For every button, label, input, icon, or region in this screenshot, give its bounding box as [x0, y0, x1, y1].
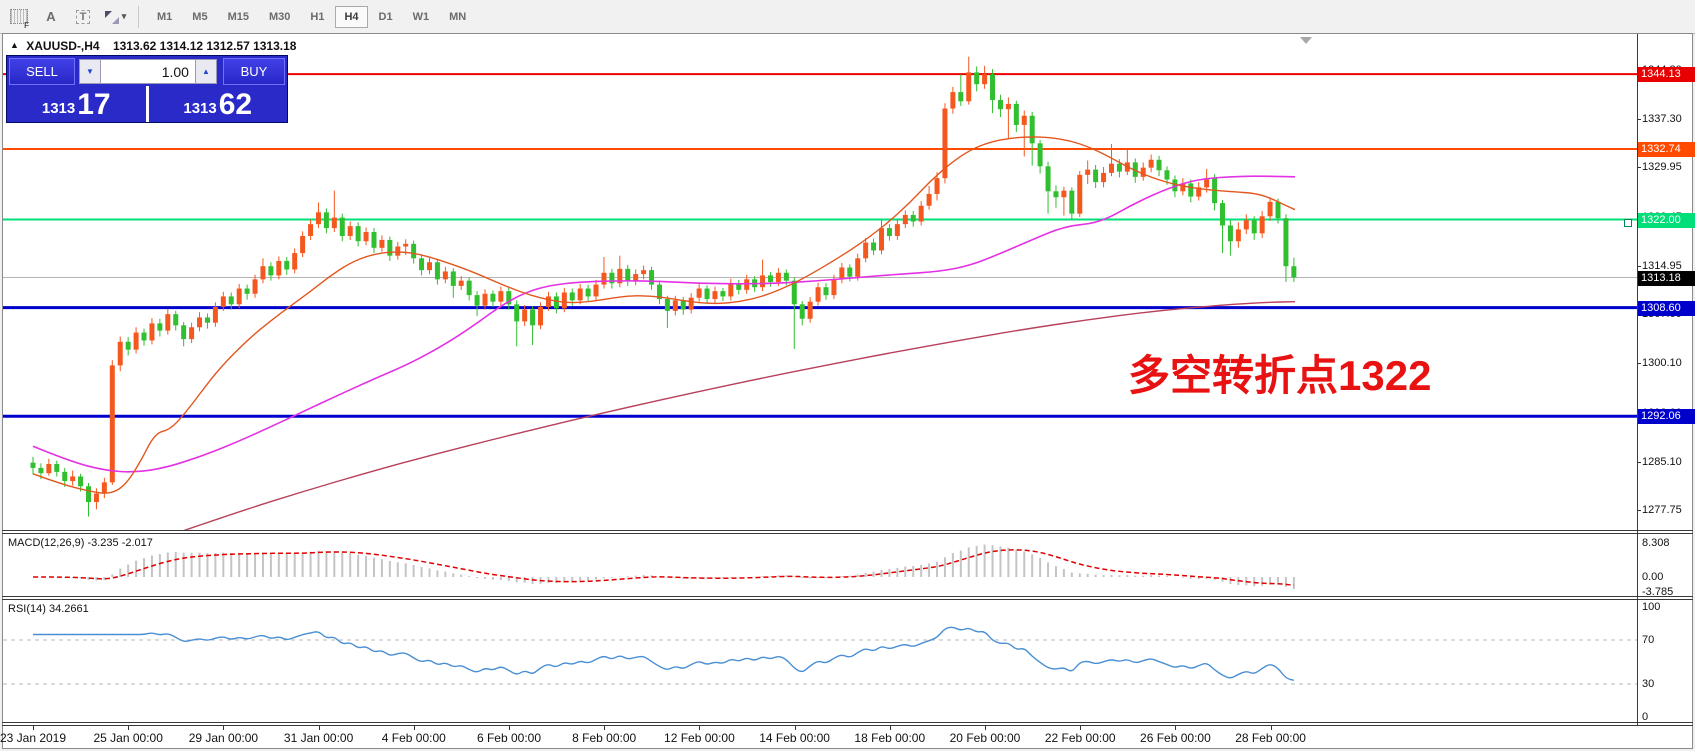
price-badge: 1322.00	[1638, 212, 1695, 228]
price-tick-label: 1337.30	[1642, 113, 1682, 126]
time-tick-label: 20 Feb 00:00	[949, 731, 1021, 745]
time-tick-mark	[318, 726, 320, 730]
time-tick-label: 4 Feb 00:00	[381, 731, 446, 745]
time-tick-label: 25 Jan 00:00	[93, 731, 163, 745]
time-tick-mark	[794, 726, 796, 730]
time-tick-mark	[128, 726, 130, 730]
timeframe-button-w1[interactable]: W1	[412, 10, 430, 23]
time-tick-label: 22 Feb 00:00	[1044, 731, 1116, 745]
rsi-tick-label: 0	[1642, 711, 1649, 723]
time-tick-label: 6 Feb 00:00	[476, 731, 542, 745]
rsi-tick-label: 100	[1642, 601, 1661, 613]
rsi-label: RSI(14) 34.2661	[8, 603, 89, 615]
price-tick-label: 1277.75	[1642, 504, 1682, 517]
time-tick-label: 14 Feb 00:00	[759, 731, 830, 745]
time-tick-mark	[223, 726, 225, 730]
time-tick-label: 28 Feb 00:00	[1235, 731, 1306, 745]
pane-border	[2, 530, 1693, 531]
macd-label: MACD(12,26,9) -3.235 -2.017	[8, 537, 153, 549]
timeframe-button-d1[interactable]: D1	[378, 10, 393, 23]
axis-tick-mark	[1637, 167, 1641, 169]
volume-increase-button[interactable]: ▲	[194, 59, 217, 84]
time-tick-mark	[1080, 726, 1082, 730]
timeframe-button-mn[interactable]: MN	[449, 10, 467, 23]
timeframe-button-h1[interactable]: H1	[310, 10, 325, 23]
price-axis-border	[1637, 34, 1638, 726]
timeframe-button-m15[interactable]: M15	[227, 10, 249, 23]
sell-price[interactable]: 1313 17	[41, 88, 111, 121]
timeframe-button-m1[interactable]: M1	[157, 10, 173, 23]
pane-splitter[interactable]	[2, 533, 1693, 534]
collapse-triangle-icon[interactable]: ▲	[10, 40, 19, 50]
volume-stepper: ▼ ▲	[78, 59, 217, 84]
time-tick-label: 12 Feb 00:00	[664, 731, 735, 745]
axis-tick-mark	[1637, 363, 1641, 365]
pane-border	[2, 722, 1693, 723]
time-tick-label: 23 Jan 2019	[0, 731, 67, 745]
price-tick-label: 1314.95	[1642, 259, 1682, 272]
pane-splitter[interactable]	[2, 725, 1693, 726]
time-tick-label: 29 Jan 00:00	[188, 731, 259, 745]
price-badge: 1292.06	[1638, 409, 1695, 425]
price-divider	[145, 86, 149, 122]
timeframe-bar: M1 M5 M15 M30 H1 H4 D1 W1 MN	[147, 5, 476, 28]
time-tick-mark	[889, 726, 891, 730]
buy-button[interactable]: BUY	[222, 58, 285, 85]
chart-annotation-text: 多空转折点1322	[1128, 352, 1432, 399]
price-tick-label: 1285.10	[1642, 455, 1682, 468]
time-tick-label: 31 Jan 00:00	[283, 731, 354, 745]
trendline-handle[interactable]	[1624, 219, 1632, 227]
draw-arrows-icon[interactable]: ▾	[102, 5, 128, 29]
volume-decrease-button[interactable]: ▼	[78, 59, 101, 84]
rsi-tick-label: 70	[1642, 634, 1655, 646]
time-tick-mark	[985, 726, 986, 730]
time-tick-label: 26 Feb 00:00	[1140, 731, 1211, 745]
chart-grid-icon[interactable]: F	[6, 5, 32, 30]
price-badge: 1313.18	[1638, 270, 1695, 286]
toolbar-separator	[138, 5, 139, 28]
axis-tick-mark	[1637, 119, 1641, 121]
time-tick-mark	[604, 726, 606, 730]
volume-input[interactable]	[100, 59, 195, 84]
timeframe-button-m5[interactable]: M5	[192, 10, 208, 23]
text-box-icon[interactable]: T	[70, 5, 96, 29]
ohlc-values: 1313.62 1314.12 1312.57 1313.18	[112, 39, 297, 53]
time-tick-label: 18 Feb 00:00	[854, 731, 926, 745]
price-badge: 1332.74	[1638, 141, 1695, 157]
axis-tick-mark	[1637, 461, 1641, 463]
time-tick-mark	[33, 726, 34, 730]
pane-splitter[interactable]	[2, 599, 1693, 600]
timeframe-button-h4[interactable]: H4	[335, 5, 368, 28]
price-tick-label: 1300.10	[1642, 357, 1682, 370]
price-badge: 1308.60	[1638, 300, 1695, 316]
chevron-down-icon: ▾	[121, 11, 127, 21]
rsi-tick-label: 30	[1642, 678, 1655, 690]
price-badge: 1344.13	[1638, 67, 1695, 83]
chart-shift-marker-icon	[1300, 37, 1312, 44]
chart-window	[2, 33, 1693, 749]
time-tick-mark	[1270, 726, 1272, 730]
sell-button[interactable]: SELL	[9, 58, 75, 85]
pane-border	[2, 596, 1693, 597]
time-tick-label: 8 Feb 00:00	[572, 731, 637, 745]
price-tick-label: 1329.95	[1642, 161, 1682, 174]
time-tick-mark	[1175, 726, 1177, 730]
macd-tick-label: 0.00	[1642, 571, 1664, 583]
toolbar: F A T ▾ M1 M5 M15 M30 H1 H4 D1 W1 MN	[0, 0, 1695, 34]
time-tick-mark	[509, 726, 510, 730]
chart-title: ▲ XAUUSD-,H4 1313.62 1314.12 1312.57 131…	[10, 39, 296, 53]
axis-tick-mark	[1637, 510, 1641, 512]
macd-tick-label: 8.308	[1642, 537, 1670, 550]
buy-price[interactable]: 1313 62	[183, 88, 253, 121]
time-tick-mark	[413, 726, 415, 730]
symbol-label: XAUUSD-,H4	[26, 39, 100, 53]
macd-tick-label: -3.785	[1642, 586, 1674, 599]
time-tick-mark	[699, 726, 701, 730]
timeframe-button-m30[interactable]: M30	[268, 10, 291, 23]
axis-tick-mark	[1637, 265, 1641, 267]
text-label-icon[interactable]: A	[46, 9, 56, 24]
